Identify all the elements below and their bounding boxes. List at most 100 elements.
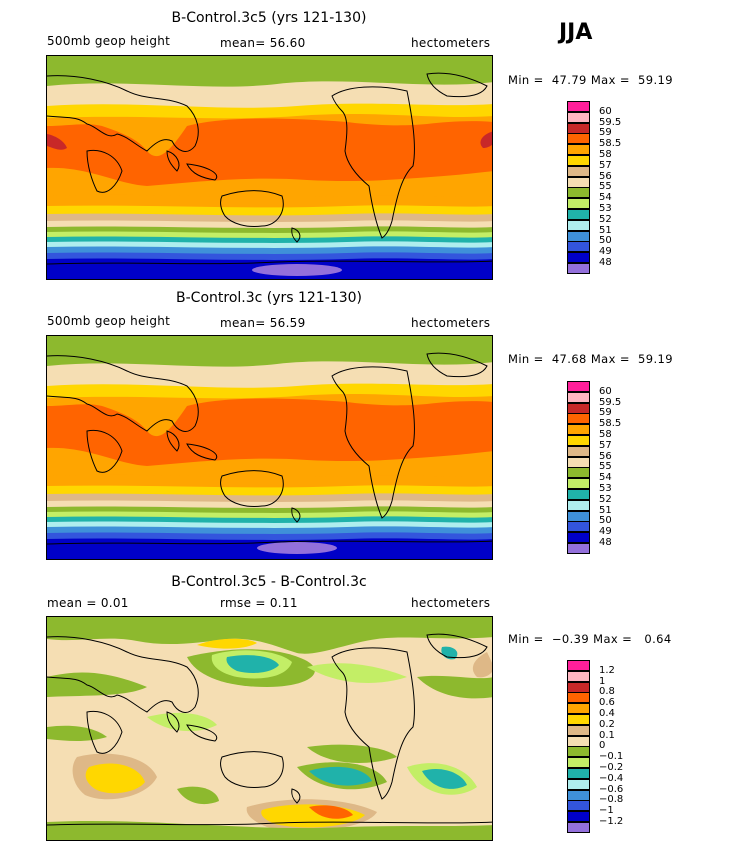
panel-3-rmse: rmse = 0.11 <box>220 596 298 610</box>
colorbar-label: 49 <box>599 246 612 258</box>
colorbar-label: 0.4 <box>599 708 615 719</box>
colorbar-swatch <box>567 144 590 156</box>
colorbar-label: 55 <box>599 181 612 193</box>
colorbar-swatch <box>567 489 590 500</box>
panel-2-max-label: Max = <box>590 352 630 366</box>
panel-3-units: hectometers <box>411 596 491 610</box>
colorbar-swatch <box>567 735 590 747</box>
colorbar-swatch <box>567 521 590 533</box>
colorbar-swatch <box>567 543 590 554</box>
colorbar-label: 59.5 <box>599 116 622 128</box>
colorbar-swatch <box>567 703 590 715</box>
colorbar-swatch <box>567 456 590 468</box>
panel-1-minmax: Min = 47.79 Max = 59.19 <box>508 73 673 87</box>
colorbar-label: 0.8 <box>599 686 615 698</box>
colorbar-swatch <box>567 402 590 414</box>
colorbar-swatch <box>567 746 590 758</box>
colorbar-label: 59 <box>599 127 612 139</box>
colorbar-swatch <box>567 510 590 522</box>
colorbar-label: 54 <box>599 192 612 204</box>
colorbar-swatch <box>567 714 590 725</box>
colorbar-label: 59 <box>599 407 612 419</box>
colorbar-label: 53 <box>599 203 612 214</box>
colorbar-swatch <box>567 252 590 264</box>
colorbar-swatch <box>567 198 590 210</box>
panel-1-max-label: Max = <box>590 73 630 87</box>
colorbar-swatch <box>567 800 590 812</box>
colorbar-label: 0.6 <box>599 697 615 709</box>
colorbar-label: 1.2 <box>599 664 615 676</box>
colorbar-label: 48 <box>599 537 612 548</box>
panel-2-min-value: 47.68 <box>551 352 587 366</box>
colorbar-swatch <box>567 209 590 220</box>
colorbar-swatch <box>567 757 590 769</box>
panel-3-min-label: Min = <box>508 632 544 646</box>
colorbar-label: −0.4 <box>599 772 624 784</box>
panel-2-variable: 500mb geop height <box>47 314 171 328</box>
colorbar-swatch <box>567 381 590 392</box>
colorbar-label: 57 <box>599 439 612 451</box>
colorbar-label: −0.8 <box>599 794 624 806</box>
colorbar-swatch <box>567 724 590 736</box>
panel-1-title: B-Control.3c5 (yrs 121-130) <box>171 10 367 26</box>
colorbar-swatch <box>567 660 590 671</box>
colorbar-label: −0.1 <box>599 751 624 763</box>
colorbar-label: 50 <box>599 515 612 527</box>
colorbar-swatch <box>567 692 590 704</box>
colorbar-swatch <box>567 670 590 682</box>
colorbar-label: 56 <box>599 450 612 462</box>
panel-1-min-value: 47.79 <box>551 73 587 87</box>
colorbar-label: 50 <box>599 235 612 247</box>
panel-2-map <box>46 335 493 560</box>
colorbar-label: 57 <box>599 159 612 171</box>
panel-3-title: B-Control.3c5 - B-Control.3c <box>171 574 367 590</box>
panel-2-units: hectometers <box>411 316 491 330</box>
colorbar-label: 52 <box>599 213 612 225</box>
colorbar-swatch <box>567 778 590 790</box>
colorbar-label: 60 <box>599 105 612 117</box>
colorbar-swatch <box>567 187 590 199</box>
panel-1-variable: 500mb geop height <box>47 34 171 48</box>
panel-1-map <box>46 55 493 280</box>
colorbar-swatch <box>567 467 590 479</box>
colorbar-swatch <box>567 681 590 693</box>
panel-2-minmax: Min = 47.68 Max = 59.19 <box>508 352 673 366</box>
panel-3-max-label: Max = <box>593 632 633 646</box>
colorbar-label: 56 <box>599 170 612 182</box>
colorbar-label: 0.2 <box>599 718 615 730</box>
colorbar-swatch <box>567 478 590 490</box>
colorbar-swatch <box>567 101 590 112</box>
colorbar-swatch <box>567 424 590 436</box>
panel-2-mean: mean= 56.59 <box>220 316 306 330</box>
colorbar-label: 0 <box>599 740 606 752</box>
colorbar-label: −0.6 <box>599 783 624 795</box>
colorbar-swatch <box>567 532 590 544</box>
colorbar-label: 60 <box>599 385 612 397</box>
colorbar-swatch <box>567 445 590 457</box>
colorbar-label: 49 <box>599 526 612 538</box>
panel-3-mean: mean = 0.01 <box>47 596 129 610</box>
colorbar-swatch <box>567 822 590 833</box>
panel-1-max-value: 59.19 <box>638 73 673 87</box>
colorbar-label: 54 <box>599 472 612 484</box>
panel-3-minmax: Min = −0.39 Max = 0.64 <box>508 632 672 646</box>
colorbar-swatch <box>567 391 590 403</box>
panel-2-min-label: Min = <box>508 352 544 366</box>
colorbar-label: 51 <box>599 504 612 516</box>
panel-3-max-value: 0.64 <box>644 632 672 646</box>
colorbar-label: 58.5 <box>599 138 622 150</box>
colorbar-label: 1 <box>599 675 606 687</box>
colorbar-swatch <box>567 122 590 134</box>
colorbar-label: 58 <box>599 149 612 160</box>
panel-2-max-value: 59.19 <box>638 352 673 366</box>
colorbar-swatch <box>567 499 590 511</box>
colorbar-swatch <box>567 165 590 177</box>
colorbar-label: −1.2 <box>599 816 624 827</box>
season-label: JJA <box>559 20 593 45</box>
colorbar-label: 59.5 <box>599 396 622 408</box>
colorbar-swatch <box>567 435 590 446</box>
colorbar-swatch <box>567 155 590 166</box>
colorbar-swatch <box>567 176 590 188</box>
panel-3-min-value: −0.39 <box>551 632 590 646</box>
colorbar-swatch <box>567 263 590 274</box>
